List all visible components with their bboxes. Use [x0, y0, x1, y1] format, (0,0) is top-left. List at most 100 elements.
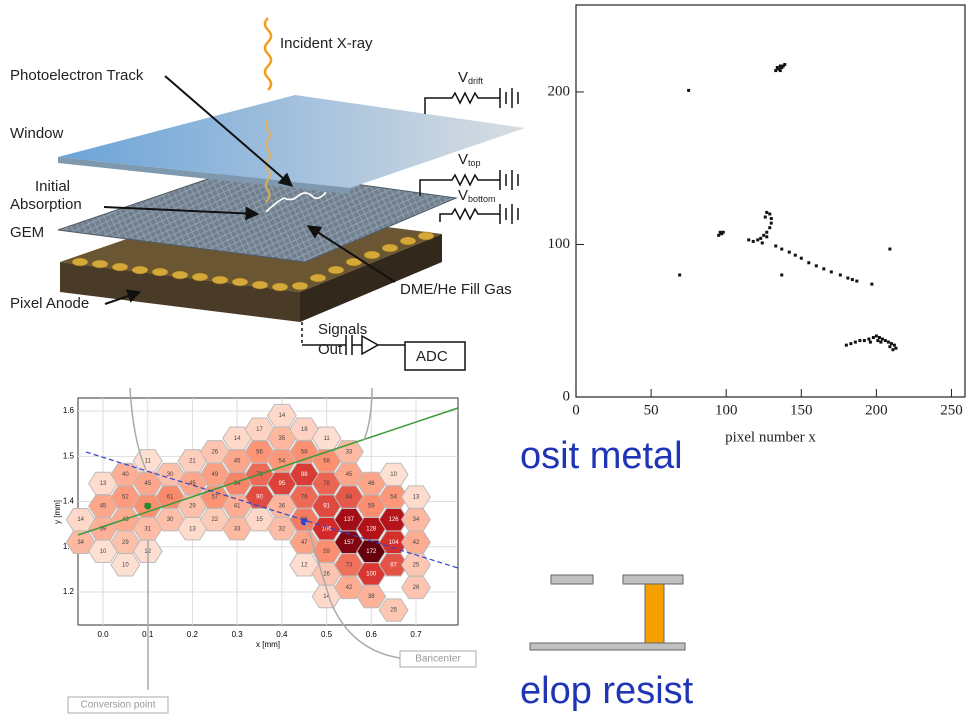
pillar: [645, 584, 664, 643]
y-tick-label: 1.6: [63, 406, 75, 415]
cell-label: 45: [144, 481, 151, 487]
label: Absorption: [10, 196, 82, 213]
cell-label: 32: [279, 526, 286, 532]
cell-label: 30: [167, 472, 174, 478]
cell-label: 17: [256, 427, 263, 433]
point: [858, 339, 861, 342]
plot-frame: [576, 5, 965, 397]
cell-label: 14: [279, 413, 286, 419]
x-tick-label: 0.4: [276, 630, 288, 639]
x-tick-label: 0.5: [321, 630, 333, 639]
cell-label: 91: [323, 504, 330, 510]
cell-label: 157: [344, 540, 355, 546]
cell-label: 26: [323, 571, 330, 577]
y-axis-label: y [mm]: [53, 500, 62, 524]
cell-label: 61: [167, 495, 174, 501]
label: ADC: [416, 348, 448, 365]
cell-label: 29: [122, 540, 129, 546]
annotation: Conversion point: [80, 700, 155, 711]
cell-label: 25: [390, 608, 397, 614]
cell-label: 13: [413, 495, 420, 501]
point: [881, 338, 884, 341]
hex-chart: 0.00.10.20.30.40.50.60.71.21.31.41.51.61…: [45, 385, 485, 715]
point: [845, 344, 848, 347]
y-tick-label: 1.4: [63, 497, 75, 506]
point: [722, 231, 725, 234]
point: [869, 341, 872, 344]
cell-label: 126: [389, 517, 400, 523]
cell-label: 54: [279, 458, 286, 464]
point: [783, 63, 786, 66]
point: [846, 277, 849, 280]
x-ray: [265, 18, 271, 90]
cell-label: 54: [390, 495, 397, 501]
cell-label: 137: [344, 517, 355, 523]
cell-label: 45: [346, 472, 353, 478]
cell-label: 45: [100, 504, 107, 510]
cell-label: 76: [301, 495, 308, 501]
label: Out: [318, 341, 343, 358]
label: Photoelectron Track: [10, 67, 144, 84]
cell-label: 42: [413, 540, 420, 546]
cell-label: 56: [256, 449, 263, 455]
label: DME/He Fill Gas: [400, 281, 512, 298]
cell-label: 42: [346, 585, 353, 591]
point: [884, 339, 887, 342]
point: [887, 341, 890, 344]
v-sub: bottom: [468, 194, 496, 204]
cell-label: 18: [301, 427, 308, 433]
v: V: [458, 151, 468, 168]
y-tick-label: 200: [548, 83, 571, 99]
point: [768, 226, 771, 229]
cell-label: 52: [122, 495, 129, 501]
point: [867, 338, 870, 341]
point: [890, 342, 893, 345]
point: [822, 267, 825, 270]
point: [780, 248, 783, 251]
point: [893, 344, 896, 347]
cell-label: 98: [301, 472, 308, 478]
point: [765, 211, 768, 214]
cell-label: 128: [366, 526, 377, 532]
point: [876, 339, 879, 342]
point: [863, 339, 866, 342]
point: [762, 234, 765, 237]
point: [794, 254, 797, 257]
cell-label: 26: [413, 585, 420, 591]
cell-label: 15: [256, 517, 263, 523]
cell-label: 10: [100, 549, 107, 555]
point: [800, 257, 803, 260]
cell-label: 11: [145, 458, 152, 464]
label: Window: [10, 125, 64, 142]
cell-label: 35: [279, 436, 286, 442]
point: [839, 273, 842, 276]
x-tick-label: 50: [644, 402, 659, 418]
cell-label: 33: [346, 449, 353, 455]
point: [830, 270, 833, 273]
cell-label: 33: [234, 526, 241, 532]
cell-label: 30: [167, 517, 174, 523]
point: [764, 216, 767, 219]
voltage: Vtop: [458, 151, 481, 168]
v-sub: top: [468, 158, 481, 168]
point: [779, 69, 782, 72]
cell-label: 31: [144, 526, 151, 532]
point: [879, 341, 882, 344]
point: [765, 235, 768, 238]
scatter-chart: 0501001502002500100200pixel number x: [548, 5, 966, 445]
point: [768, 212, 771, 215]
metal: [551, 575, 593, 584]
x-tick-label: 100: [715, 402, 738, 418]
cell-label: 95: [279, 481, 286, 487]
x-axis-label: pixel number x: [725, 429, 816, 445]
point: [870, 283, 873, 286]
v-sub: drift: [468, 76, 484, 86]
point: [891, 348, 894, 351]
point: [759, 237, 762, 240]
point: [747, 238, 750, 241]
y-tick-label: 0: [563, 388, 571, 404]
point: [770, 222, 773, 225]
x-tick-label: 0.6: [366, 630, 378, 639]
label: GEM: [10, 224, 44, 241]
cell-label: 12: [301, 562, 308, 568]
